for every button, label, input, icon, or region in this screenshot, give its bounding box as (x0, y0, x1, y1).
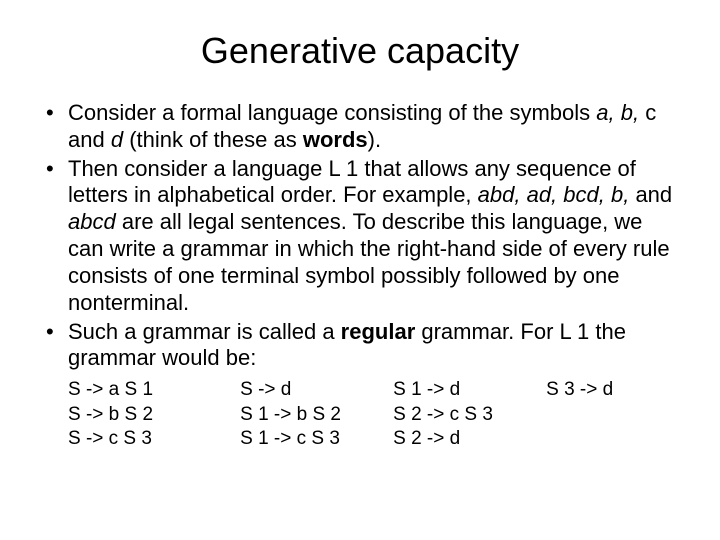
grammar-col-1: S -> a S 1 S -> b S 2 S -> c S 3 (68, 378, 240, 451)
grammar-rule: S 2 -> d (393, 427, 546, 451)
grammar-col-2: S -> d S 1 -> b S 2 S 1 -> c S 3 (240, 378, 393, 451)
bullet-2: Then consider a language L 1 that allows… (40, 156, 680, 317)
text: and (635, 182, 672, 207)
slide-title: Generative capacity (40, 30, 680, 72)
italic-text: a, b, (596, 100, 645, 125)
grammar-rule: S -> d (240, 378, 393, 402)
grammar-rule: S 1 -> b S 2 (240, 403, 393, 427)
text: are all legal sentences. To describe thi… (68, 209, 670, 314)
italic-text: d (111, 127, 129, 152)
grammar-rules: S -> a S 1 S -> b S 2 S -> c S 3 S -> d … (40, 378, 680, 451)
grammar-rule: S 1 -> c S 3 (240, 427, 393, 451)
italic-text: abd, ad, bcd, b, (478, 182, 636, 207)
grammar-rule: S -> a S 1 (68, 378, 240, 402)
text: (think of these as (129, 127, 303, 152)
grammar-rule: S 2 -> c S 3 (393, 403, 546, 427)
bold-text: words (303, 127, 368, 152)
bold-text: regular (341, 319, 422, 344)
bullet-3: Such a grammar is called a regular gramm… (40, 319, 680, 373)
grammar-rule: S -> b S 2 (68, 403, 240, 427)
grammar-col-4: S 3 -> d (546, 378, 680, 451)
grammar-rule: S -> c S 3 (68, 427, 240, 451)
grammar-rule: S 3 -> d (546, 378, 680, 402)
bullet-list: Consider a formal language consisting of… (40, 100, 680, 372)
grammar-col-3: S 1 -> d S 2 -> c S 3 S 2 -> d (393, 378, 546, 451)
italic-text: abcd (68, 209, 122, 234)
grammar-rule: S 1 -> d (393, 378, 546, 402)
text: ). (368, 127, 381, 152)
bullet-1: Consider a formal language consisting of… (40, 100, 680, 154)
text: Such a grammar is called a (68, 319, 341, 344)
text: Consider a formal language consisting of… (68, 100, 596, 125)
